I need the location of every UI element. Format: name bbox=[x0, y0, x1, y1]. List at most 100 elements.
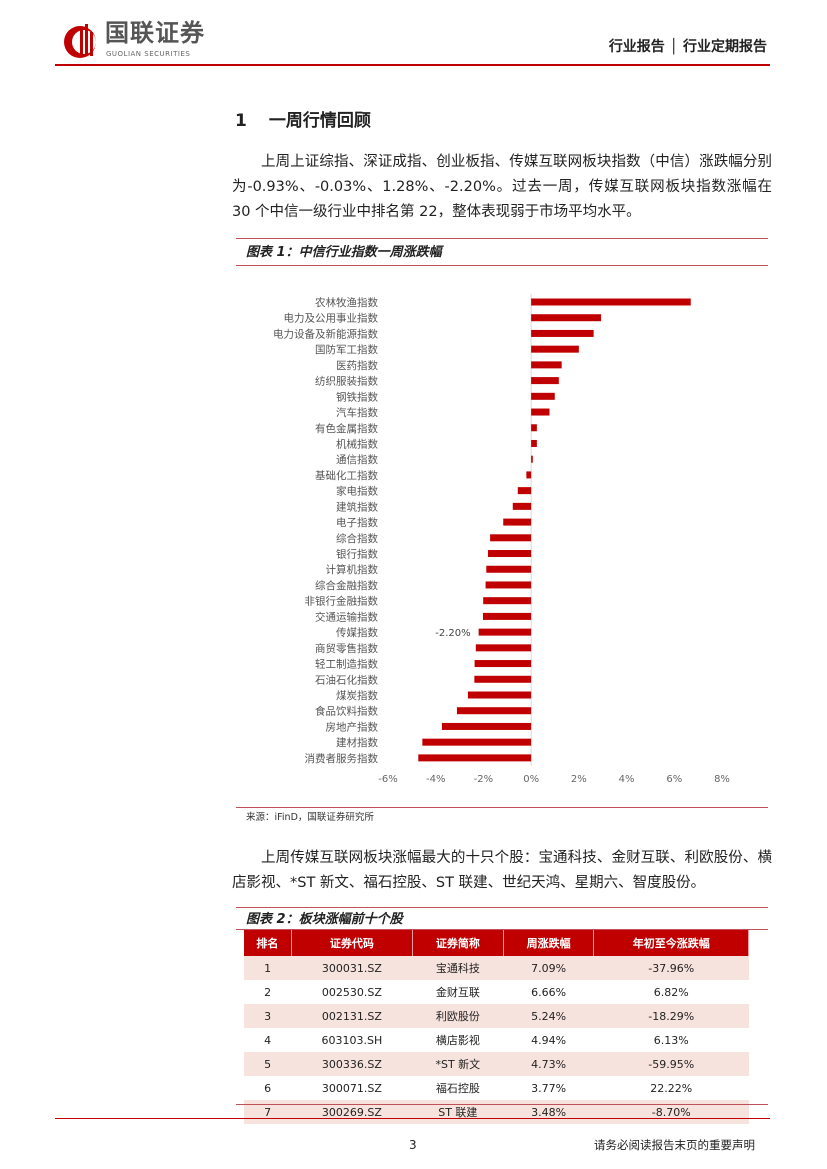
category-label: 医药指数 bbox=[336, 359, 378, 372]
category-label: 钢铁指数 bbox=[336, 390, 378, 403]
category-label: 综合指数 bbox=[336, 532, 378, 545]
section-number: 1 bbox=[235, 111, 247, 131]
x-tick-label: 4% bbox=[619, 774, 635, 785]
cell-code: 300071.SZ bbox=[321, 1081, 382, 1095]
col-rank: 排名 bbox=[244, 930, 292, 956]
category-label: 建筑指数 bbox=[336, 500, 378, 513]
cell-week-change: 6.66% bbox=[531, 985, 567, 999]
section-heading: 一周行情回顾 bbox=[268, 111, 371, 131]
cell-rank: 3 bbox=[244, 1004, 292, 1028]
category-label: 消费者服务指数 bbox=[305, 752, 379, 765]
header-divider bbox=[55, 64, 770, 66]
category-label: 综合金融指数 bbox=[315, 579, 378, 592]
cell-ytd-change: 6.82% bbox=[653, 985, 689, 999]
bar bbox=[517, 487, 532, 495]
category-label: 石油石化指数 bbox=[315, 673, 378, 686]
category-label: 汽车指数 bbox=[336, 406, 378, 419]
table-row: 6 300071.SZ 福石控股 3.77% 22.22% bbox=[244, 1076, 749, 1100]
category-label: 有色金属指数 bbox=[315, 422, 378, 435]
bar bbox=[490, 534, 532, 542]
bar bbox=[422, 738, 532, 746]
table-header-row: 排名 证券代码 证券简称 周涨跌幅 年初至今涨跌幅 bbox=[244, 930, 749, 956]
bar bbox=[531, 345, 579, 353]
bar bbox=[531, 298, 691, 306]
bar bbox=[531, 424, 537, 432]
col-ytd-change: 年初至今涨跌幅 bbox=[593, 930, 749, 956]
cell-name: *ST 新文 bbox=[412, 1052, 504, 1076]
industry-bar-chart: 农林牧渔指数电力及公用事业指数电力设备及新能源指数国防军工指数医药指数纺织服装指… bbox=[273, 294, 730, 785]
cell-name: 横店影视 bbox=[435, 1034, 480, 1047]
paragraph-top-stocks: 上周传媒互联网板块涨幅最大的十只个股：宝通科技、金财互联、利欧股份、横店影视、*… bbox=[232, 850, 772, 891]
table-row: 3 002131.SZ 利欧股份 5.24% -18.29% bbox=[244, 1004, 749, 1028]
figure2-title: 图表 2：板块涨幅前十个股 bbox=[246, 912, 403, 927]
category-label: 农林牧渔指数 bbox=[315, 296, 378, 309]
logo-icon bbox=[64, 24, 96, 58]
bar bbox=[482, 612, 532, 620]
category-label: 电力设备及新能源指数 bbox=[273, 327, 378, 340]
cell-week-change: 4.94% bbox=[531, 1033, 567, 1047]
x-tick-label: -4% bbox=[426, 774, 445, 785]
report-type: 行业报告 │ 行业定期报告 bbox=[608, 39, 767, 55]
bar bbox=[531, 408, 550, 416]
x-tick-label: -6% bbox=[378, 774, 397, 785]
figure2-top-rule bbox=[236, 907, 768, 908]
cell-code: 300031.SZ bbox=[291, 956, 413, 980]
category-label: 银行指数 bbox=[336, 548, 378, 561]
bar bbox=[474, 675, 532, 683]
category-label: 煤炭指数 bbox=[336, 689, 378, 702]
bar bbox=[456, 707, 532, 715]
cell-ytd-change: -37.96% bbox=[593, 956, 749, 980]
x-tick-label: -2% bbox=[474, 774, 493, 785]
figure1-title: 图表 1：中信行业指数一周涨跌幅 bbox=[246, 245, 442, 260]
bar bbox=[531, 455, 533, 463]
logo-text: 国联证券 bbox=[105, 19, 205, 47]
category-label: 电子指数 bbox=[336, 516, 378, 529]
paragraph-summary: 上周上证综指、深证成指、创业板指、传媒互联网板块指数（中信）涨跌幅分别为-0.9… bbox=[232, 154, 772, 220]
figure1-source: 来源：iFinD，国联证券研究所 bbox=[246, 812, 374, 823]
cell-week-change: 3.77% bbox=[531, 1081, 567, 1095]
bar bbox=[483, 597, 532, 605]
bar bbox=[531, 377, 559, 385]
category-label: 非银行金融指数 bbox=[305, 595, 379, 608]
figure2-bottom-rule bbox=[236, 1104, 768, 1105]
bar bbox=[474, 660, 532, 668]
cell-code: 300336.SZ bbox=[291, 1052, 413, 1076]
cell-code: 603103.SH bbox=[321, 1033, 383, 1047]
category-label: 机械指数 bbox=[336, 437, 378, 450]
table-row: 2 002530.SZ 金财互联 6.66% 6.82% bbox=[244, 980, 749, 1004]
cell-name: 金财互联 bbox=[435, 986, 480, 999]
figure1-top-rule bbox=[236, 238, 768, 239]
category-label: 商贸零售指数 bbox=[315, 642, 378, 655]
footer-divider bbox=[55, 1118, 770, 1119]
category-label: 基础化工指数 bbox=[315, 469, 378, 482]
bar bbox=[531, 392, 555, 400]
cell-week-change: 5.24% bbox=[503, 1004, 594, 1028]
category-label: 国防军工指数 bbox=[315, 343, 378, 356]
cell-rank: 2 bbox=[264, 985, 272, 999]
bar bbox=[475, 644, 532, 652]
cell-name: 利欧股份 bbox=[412, 1004, 504, 1028]
bar bbox=[503, 518, 532, 526]
cell-ytd-change: -59.95% bbox=[593, 1052, 749, 1076]
cell-week-change: 7.09% bbox=[503, 956, 594, 980]
category-label: 交通运输指数 bbox=[315, 610, 378, 623]
x-tick-label: 8% bbox=[714, 774, 730, 785]
bar bbox=[487, 550, 532, 558]
category-label: 传媒指数 bbox=[336, 626, 378, 639]
bar bbox=[485, 581, 532, 589]
col-code: 证券代码 bbox=[291, 930, 413, 956]
cell-rank: 5 bbox=[244, 1052, 292, 1076]
category-label: 计算机指数 bbox=[326, 563, 379, 576]
figure2-title-rule bbox=[236, 929, 768, 930]
x-tick-label: 6% bbox=[666, 774, 682, 785]
bar bbox=[441, 722, 532, 730]
top-stocks-table: 排名 证券代码 证券简称 周涨跌幅 年初至今涨跌幅 1 300031.SZ 宝通科技… bbox=[244, 930, 749, 1124]
category-label: 通信指数 bbox=[336, 453, 378, 466]
cell-code: 002530.SZ bbox=[321, 985, 382, 999]
cell-rank: 4 bbox=[264, 1033, 272, 1047]
bar bbox=[526, 471, 532, 479]
table-row: 5 300336.SZ *ST 新文 4.73% -59.95% bbox=[244, 1052, 749, 1076]
category-label: 建材指数 bbox=[336, 736, 378, 749]
cell-ytd-change: -18.29% bbox=[593, 1004, 749, 1028]
cell-ytd-change: 22.22% bbox=[650, 1081, 693, 1095]
